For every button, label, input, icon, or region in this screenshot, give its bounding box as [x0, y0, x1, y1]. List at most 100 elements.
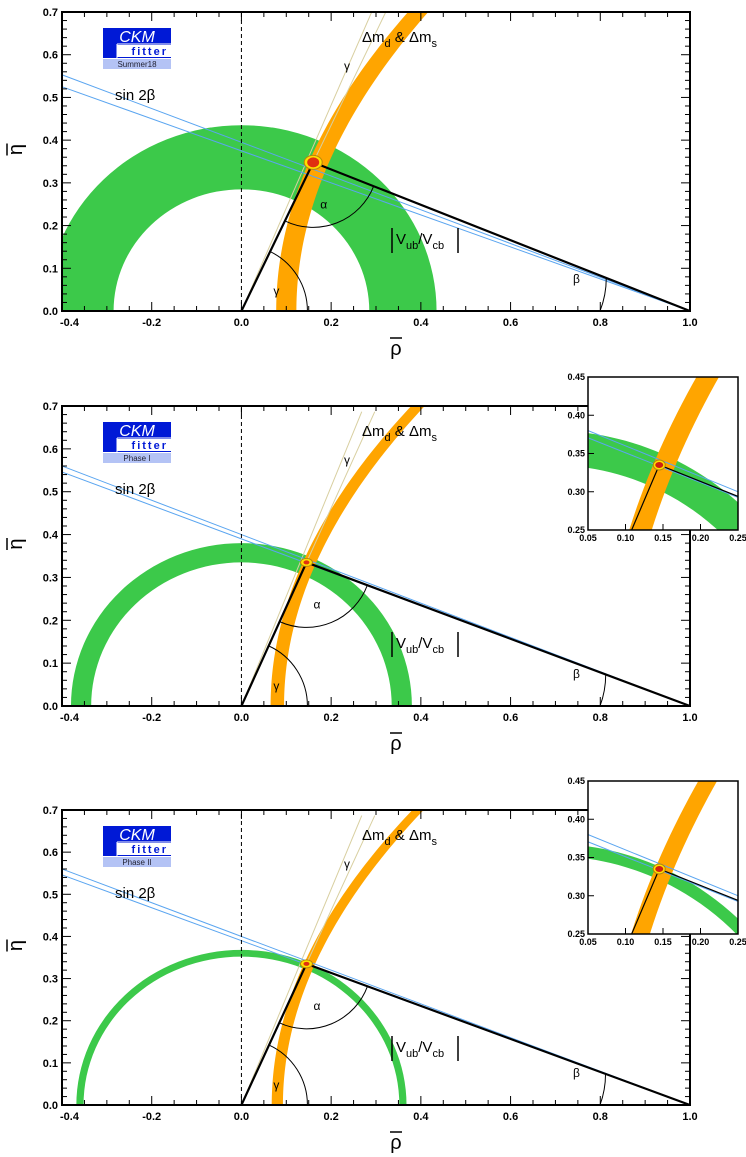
logo-tag-text: Phase II [122, 858, 151, 867]
gamma-angle-arc [268, 1044, 308, 1105]
gamma-line-2 [240, 411, 363, 706]
x-tick-label: -0.2 [142, 1111, 161, 1123]
inset-y-tick-label: 0.40 [567, 814, 585, 824]
x-tick-label: 1.0 [682, 317, 697, 329]
y-tick-label: 0.7 [43, 401, 58, 413]
gamma-angle-label: γ [273, 284, 279, 298]
delta-m-band [271, 810, 424, 1105]
plot-area [62, 12, 690, 311]
vub-vcb-label: Vub/Vcb [396, 231, 444, 252]
x-tick-label: 0.4 [413, 317, 429, 329]
x-tick-label: 1.0 [682, 712, 697, 724]
beta-label: β [573, 667, 580, 681]
inset-x-tick-label: 0.05 [579, 533, 597, 543]
logo-inner [117, 439, 171, 451]
x-tick-label: -0.2 [142, 712, 161, 724]
inset-x-tick-label: 0.15 [654, 937, 672, 947]
y-tick-label: 0.0 [43, 306, 58, 318]
inset-delta-m-band [629, 377, 719, 530]
inset-y-tick-label: 0.35 [567, 449, 585, 459]
inset-y-tick-label: 0.45 [567, 372, 585, 382]
inset-plot-area [588, 377, 738, 530]
inset-x-tick-label: 0.20 [692, 937, 710, 947]
y-tick-label: 0.7 [43, 805, 58, 817]
delta-m-band [276, 12, 429, 311]
delta-m-label: Δmd & Δms [362, 827, 438, 848]
beta-angle-arc [599, 277, 607, 311]
y-tick-label: 0.6 [43, 50, 58, 62]
y-tick-label: 0.1 [43, 658, 58, 670]
y-tick-label: 0.3 [43, 178, 58, 190]
x-axis-label: ρ [390, 733, 401, 755]
sin2beta-label: sin 2β [115, 885, 156, 902]
y-tick-label: 0.1 [43, 1058, 58, 1070]
y-tick-label: 0.2 [43, 1016, 58, 1028]
zoom-inset: 0.05 0.10 0.15 0.20 0.25 0.25 0.30 0.35 0.40 0.45 [567, 372, 746, 543]
y-axis-label: η [5, 940, 27, 951]
apex-fit-inner [307, 157, 320, 168]
inset-y-tick-label: 0.35 [567, 853, 585, 863]
x-tick-label: 0.6 [503, 1111, 518, 1123]
gamma-angle-arc [269, 251, 308, 311]
plot-area [62, 406, 690, 706]
inset-delta-m-band [631, 781, 718, 934]
inset-y-tick-label: 0.30 [567, 487, 585, 497]
y-tick-label: 0.3 [43, 974, 58, 986]
alpha-label: α [313, 597, 320, 611]
inset-x-tick-label: 0.05 [579, 937, 597, 947]
y-tick-label: 0.5 [43, 92, 58, 104]
inset-triangle-side [631, 868, 660, 934]
inset-x-tick-label: 0.15 [654, 533, 672, 543]
y-tick-label: 0.6 [43, 847, 58, 859]
inset-apex-inner [655, 865, 664, 872]
inset-plot-area [588, 781, 738, 934]
y-tick-label: 0.3 [43, 572, 58, 584]
x-tick-label: 0.4 [413, 1111, 429, 1123]
y-tick-label: 0.0 [43, 1100, 58, 1112]
logo-bottom-text: fitter [132, 844, 168, 856]
inset-x-tick-label: 0.10 [617, 937, 635, 947]
delta-m-label: Δmd & Δms [362, 29, 438, 50]
inset-triangle-side-2 [659, 464, 738, 498]
x-tick-label: 0.8 [593, 317, 608, 329]
inset-y-tick-label: 0.30 [567, 891, 585, 901]
x-tick-label: 0.0 [234, 1111, 249, 1123]
beta-label: β [573, 1066, 580, 1080]
inset-vub-band [588, 846, 738, 934]
inset-triangle-side [631, 464, 660, 530]
inset-y-tick-label: 0.25 [567, 525, 585, 535]
alpha-angle-arc [279, 986, 368, 1030]
inset-x-tick-label: 0.10 [617, 533, 635, 543]
logo-top-text: CKM [119, 29, 155, 46]
x-axis-label: ρ [390, 1132, 401, 1154]
x-tick-label: 0.8 [593, 1111, 608, 1123]
sin2beta-label: sin 2β [115, 87, 156, 104]
gamma-angle-label: γ [273, 679, 279, 693]
logo-inner [117, 843, 171, 855]
x-tick-label: 0.2 [323, 1111, 338, 1123]
sin2beta-line-2 [62, 86, 690, 311]
y-tick-label: 0.4 [43, 135, 59, 147]
logo-tag-text: Phase I [123, 454, 150, 463]
x-axis-label: ρ [390, 338, 401, 360]
x-tick-label: 0.4 [413, 712, 429, 724]
x-tick-label: -0.4 [60, 712, 80, 724]
beta-angle-arc [599, 1073, 607, 1105]
inset-y-tick-label: 0.25 [567, 929, 585, 939]
y-tick-label: 0.5 [43, 487, 58, 499]
chart-panel-2: -0.4 -0.2 0.0 0.2 0.4 0.6 0.8 1.0 0.0 0.1 0.2 0.3 0.… [5, 372, 746, 755]
logo-tag-bg [103, 59, 171, 69]
y-tick-label: 0.4 [43, 931, 59, 943]
apex-fit-inner [303, 961, 310, 966]
chart-panel-1: -0.4 -0.2 0.0 0.2 0.4 0.6 0.8 1.0 0.0 0.1 0.2 0.3 0.… [5, 7, 698, 360]
inset-apex-inner [655, 461, 664, 468]
inset-x-tick-label: 0.20 [692, 533, 710, 543]
beta-label: β [573, 272, 580, 286]
vub-vcb-band [70, 543, 412, 706]
x-tick-label: -0.2 [142, 317, 161, 329]
y-tick-label: 0.2 [43, 221, 58, 233]
y-tick-label: 0.0 [43, 701, 58, 713]
beta-angle-arc [599, 674, 607, 706]
